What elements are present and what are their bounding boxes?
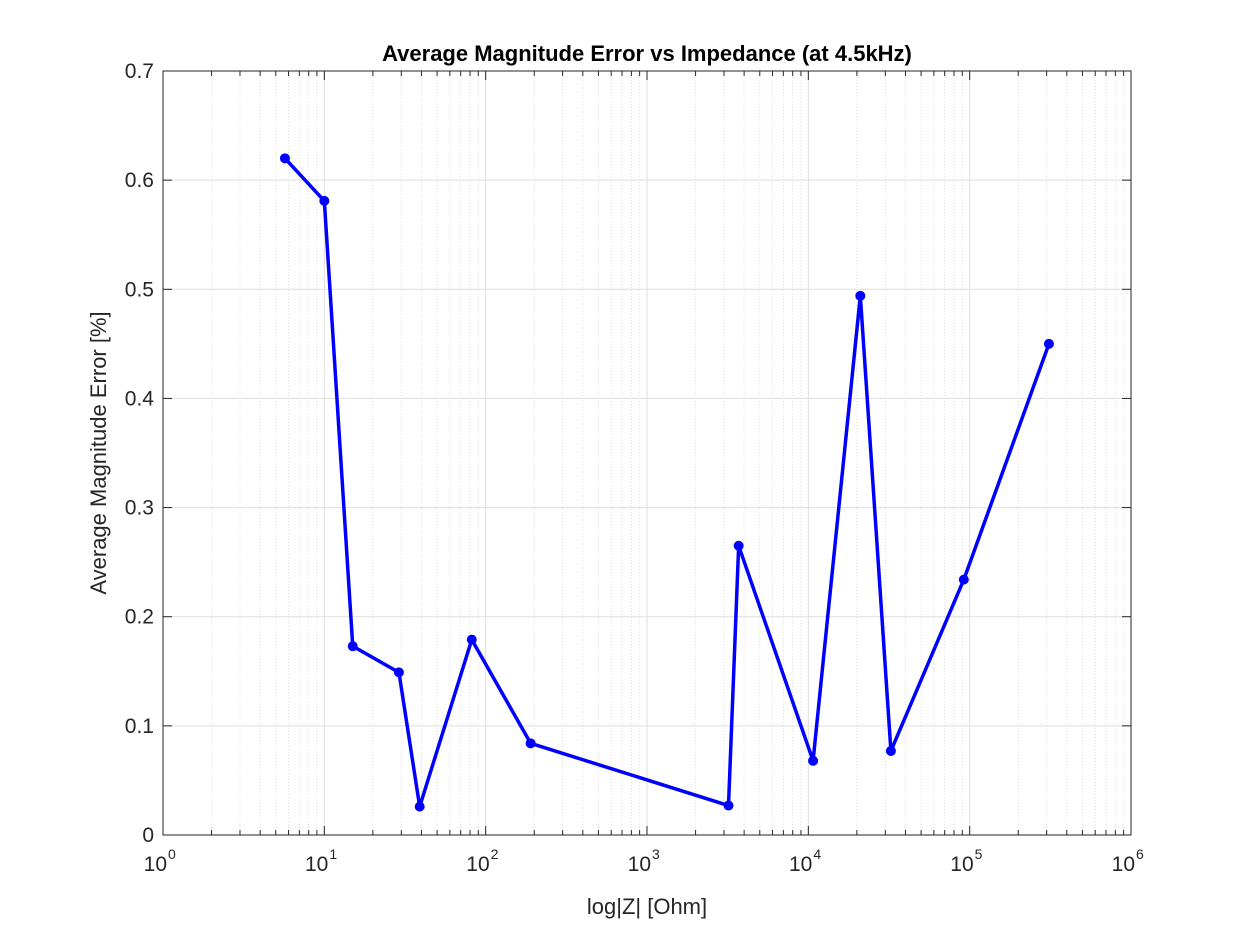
data-point [733,540,744,551]
series [279,153,1054,812]
data-point [885,745,896,756]
data-point [414,801,425,812]
y-tick-label: 0.6 [125,169,154,192]
x-tick-label: 10 [789,853,812,876]
x-tick-label: 10 [950,853,973,876]
x-tick-label: 10 [1112,853,1135,876]
data-point [347,641,358,652]
series-line [283,157,1051,809]
x-tick-label: 10 [144,853,167,876]
data-point [1043,338,1054,349]
axis-ticks: 10 0 10 1 10 2 10 3 10 4 10 5 10 600.10.20.30.40.50.6… [125,60,1144,876]
data-point [466,634,477,645]
y-tick-label: 0.1 [125,715,154,738]
data-point [279,153,290,164]
x-tick-label: 10 [305,853,328,876]
x-tick-label-exponent: 6 [1136,846,1144,862]
y-axis-label: Average Magnitude Error [%] [86,311,111,594]
y-tick-label: 0.2 [125,606,154,629]
data-point [525,738,536,749]
y-tick-label: 0.7 [125,60,154,83]
x-tick-label-exponent: 3 [652,846,660,862]
y-tick-label: 0.5 [125,278,154,301]
y-tick-label: 0.4 [125,387,155,410]
x-tick-label-exponent: 0 [168,846,176,862]
data-point [393,667,404,678]
data-point [855,290,866,301]
x-tick-label: 10 [466,853,489,876]
x-axis-label: log|Z| [Ohm] [587,894,707,919]
x-tick-label-exponent: 4 [813,846,821,862]
data-point [723,800,734,811]
data-point [958,574,969,585]
y-tick-label: 0.3 [125,497,154,520]
y-tick-label: 0 [142,824,154,847]
x-tick-label-exponent: 1 [329,846,337,862]
chart-title: Average Magnitude Error vs Impedance (at… [382,41,912,66]
data-point [319,195,330,206]
data-point [808,755,819,766]
x-tick-label-exponent: 2 [491,846,499,862]
x-tick-label: 10 [628,853,651,876]
x-tick-label-exponent: 5 [975,846,983,862]
